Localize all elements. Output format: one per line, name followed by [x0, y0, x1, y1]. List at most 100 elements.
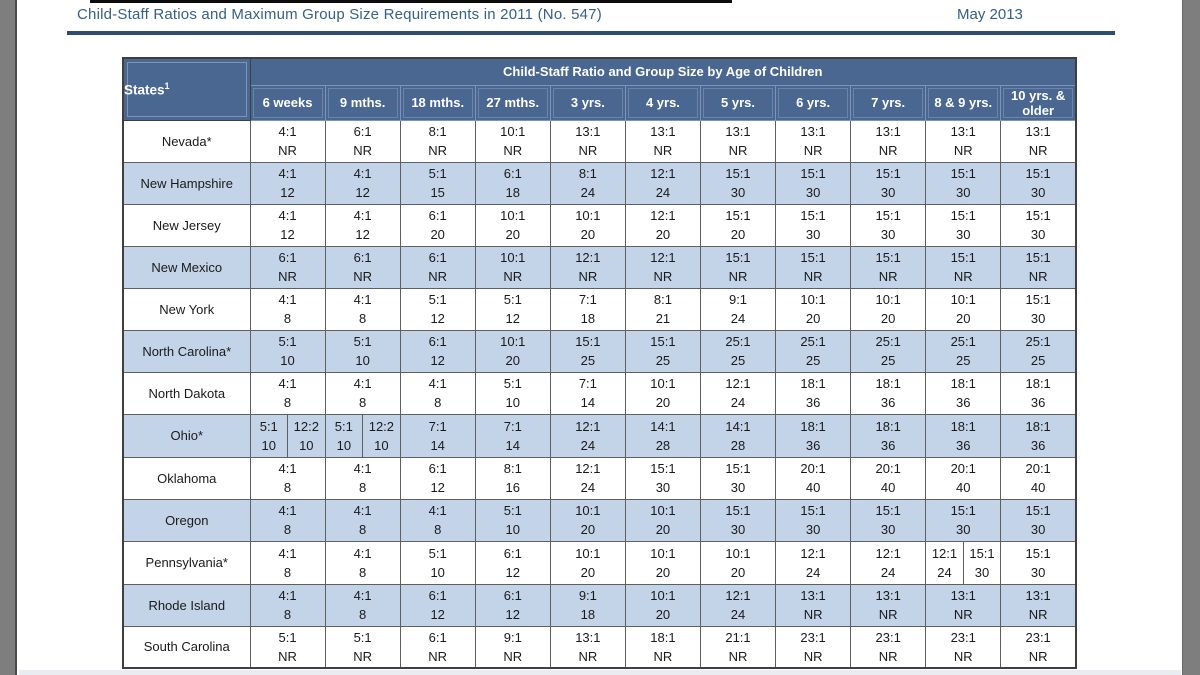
ratio-cell: 15:1 30 [1000, 287, 1077, 331]
ratio-value: 18:1 [800, 418, 826, 434]
child-staff-ratio-table: States1 Child-Staff Ratio and Group Size… [122, 57, 1077, 669]
ratio-cell: 13:1 NR [775, 583, 852, 627]
ratio-value: 15:1 [800, 208, 826, 223]
ratio-value: 12:1 [931, 545, 958, 561]
ratio-value: 13:1 [650, 124, 676, 139]
group-size-value: NR [953, 143, 973, 158]
split-cell-wrap: 12:1 24 15:1 30 [926, 541, 1001, 584]
ratio-value: 23:1 [875, 629, 901, 645]
ratio-value: 13:1 [725, 124, 751, 139]
group-size-value: 16 [505, 480, 520, 495]
ratio-cell: 8:1 NR [399, 119, 476, 163]
group-size-value: NR [1028, 607, 1048, 622]
group-size-value: NR [953, 269, 973, 284]
ratio-cell: 18:1 36 [775, 371, 852, 415]
group-size-value: 28 [730, 437, 746, 453]
ratio-cell: 6:1 NR [324, 119, 401, 163]
group-size-value: 8 [359, 564, 367, 580]
ratio-cell: 12:1 NR [549, 245, 626, 289]
group-size-value: 12 [430, 311, 445, 326]
ratio-value: 23:1 [1025, 629, 1051, 645]
ratio-value: 5:1 [334, 418, 353, 434]
table-row: Oregon 4:1 8 4:1 8 4:1 8 5:1 10 10:1 20 10:1 20 15:1 3… [122, 498, 1077, 542]
table-row: North Carolina* 5:1 10 5:1 10 6:1 12 10:1 20 15:1… [122, 329, 1077, 373]
ratio-value: 15:1 [1025, 166, 1051, 181]
ratio-cell: 25:1 25 [1000, 329, 1077, 373]
ratio-cell: 15:1 30 [850, 203, 927, 247]
right-edge-bar [1182, 0, 1200, 675]
group-size-value: 36 [956, 437, 971, 453]
group-size-value: 10 [336, 437, 352, 453]
group-size-value: NR [1028, 648, 1048, 664]
ratio-cell: 4:1 8 [249, 540, 326, 585]
group-size-value: 30 [1030, 227, 1046, 242]
ratio-cell: 15:1 NR [925, 245, 1002, 289]
ratio-value: 14:1 [650, 418, 676, 434]
ratio-cell: 15:1 30 [775, 161, 852, 205]
ratio-cell: 6:1 NR [324, 245, 401, 289]
ratio-cell: 4:1 12 [324, 203, 401, 247]
ratio-cell: 13:1 NR [850, 583, 927, 627]
group-size-value: NR [1028, 143, 1048, 158]
ratio-cell: 15:1 NR [1000, 245, 1077, 289]
ratio-value: 15:1 [875, 503, 901, 518]
group-size-value: 14 [505, 437, 520, 453]
ratio-value: 4:1 [353, 376, 372, 391]
ratio-cell: 4:1 8 [249, 371, 326, 415]
state-name: Ohio* [122, 413, 251, 458]
ratio-value: 15:1 [875, 250, 901, 265]
ratio-value: 5:1 [428, 545, 447, 561]
group-size-value: 10 [374, 437, 389, 453]
group-size-value: 14 [430, 437, 445, 453]
ratio-cell: 10:1 20 [624, 498, 701, 542]
ratio-cell: 5:1 10 [324, 329, 401, 373]
ratio-cell: 18:1 36 [1000, 413, 1077, 458]
ratio-value: 13:1 [800, 124, 826, 139]
ratio-value: 15:1 [1025, 545, 1051, 561]
ratio-cell: 25:1 25 [925, 329, 1002, 373]
ratio-cell: 9:1 18 [549, 583, 626, 627]
split-sub-cell: 15:1 30 [962, 541, 1001, 584]
age-column-header: 4 yrs. [624, 84, 701, 121]
ratio-value: 10:1 [800, 292, 826, 307]
ratio-cell: 9:1 NR [474, 625, 551, 669]
ratio-value: 4:1 [353, 503, 372, 518]
ratio-value: 20:1 [1025, 461, 1051, 476]
ratio-cell: 15:1 30 [699, 161, 777, 205]
ratio-value: 18:1 [650, 629, 676, 645]
group-size-value: NR [653, 269, 673, 284]
ratio-cell: 4:1 12 [324, 161, 401, 205]
ratio-value: 6:1 [428, 629, 447, 645]
ratio-value: 6:1 [278, 250, 297, 265]
ratio-cell: 5:1 12 [474, 287, 551, 331]
ratio-value: 6:1 [428, 461, 447, 476]
ratio-value: 25:1 [875, 334, 901, 349]
ratio-value: 15:1 [950, 503, 976, 518]
ratio-cell: 13:1 NR [775, 119, 852, 163]
ratio-cell: 12:1 24 [699, 371, 777, 415]
ratio-value: 4:1 [353, 588, 372, 603]
ratio-cell: 15:1 30 [1000, 498, 1077, 542]
ratio-cell: 15:1 30 [699, 498, 777, 542]
ratio-cell: 23:1 NR [775, 625, 852, 669]
ratio-value: 25:1 [1025, 334, 1051, 349]
ratio-value: 4:1 [278, 461, 297, 476]
ratio-cell: 15:1 30 [624, 456, 701, 500]
ratio-cell-split: 12:1 24 15:1 30 [925, 540, 1002, 585]
bottom-edge-strip [19, 670, 1181, 675]
ratio-value: 6:1 [503, 588, 522, 603]
ratio-cell: 15:1 30 [850, 498, 927, 542]
ratio-cell: 10:1 20 [549, 540, 626, 585]
ratio-cell: 25:1 25 [699, 329, 777, 373]
ratio-value: 4:1 [278, 376, 297, 391]
ratio-cell: 13:1 NR [549, 625, 626, 669]
group-size-value: 36 [805, 437, 821, 453]
ratio-cell: 5:1 10 [399, 540, 476, 585]
ratio-value: 15:1 [950, 250, 976, 265]
group-size-value: 10 [299, 437, 314, 453]
page-title: Child-Staff Ratios and Maximum Group Siz… [77, 6, 602, 23]
ratio-value: 6:1 [428, 250, 447, 265]
ratio-cell: 10:1 20 [474, 203, 551, 247]
ratio-value: 25:1 [725, 334, 751, 349]
